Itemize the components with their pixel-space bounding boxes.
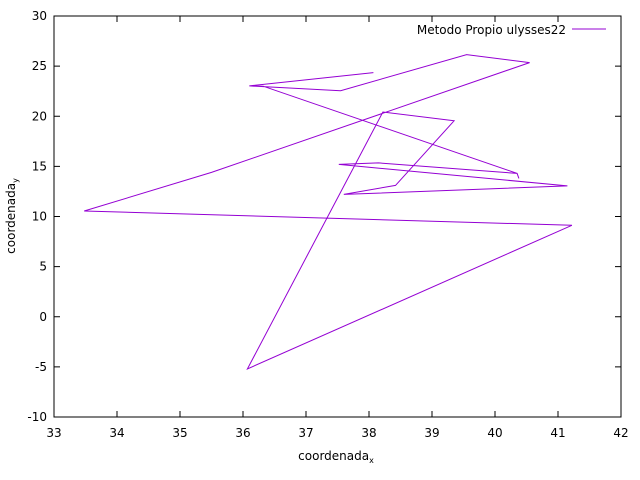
series-layer xyxy=(84,54,573,370)
legend-entry-label: Metodo Propio ulysses22 xyxy=(417,23,566,37)
x-tick-labels: 33 34 35 36 37 38 39 40 41 42 xyxy=(46,426,628,440)
x-tick-label: 40 xyxy=(487,426,502,440)
y-tick-label: 0 xyxy=(39,310,47,324)
y-tick-label: 20 xyxy=(32,109,47,123)
tick-marks xyxy=(53,15,622,418)
x-tick-label: 42 xyxy=(613,426,628,440)
x-tick-label: 38 xyxy=(361,426,376,440)
legend: Metodo Propio ulysses22 xyxy=(417,23,606,37)
series-line xyxy=(84,54,573,370)
x-tick-label: 39 xyxy=(424,426,439,440)
y-axis-label: coordenaday xyxy=(4,178,20,254)
x-tick-label: 36 xyxy=(235,426,250,440)
x-tick-label: 37 xyxy=(298,426,313,440)
y-tick-label: -10 xyxy=(27,410,47,424)
y-tick-label: 10 xyxy=(32,210,47,224)
y-tick-label: 15 xyxy=(32,159,47,173)
y-axis-label-main: coordenada xyxy=(4,183,18,254)
y-tick-label: 5 xyxy=(39,260,47,274)
x-tick-label: 41 xyxy=(550,426,565,440)
x-tick-label: 33 xyxy=(46,426,61,440)
y-tick-label: 25 xyxy=(32,59,47,73)
x-axis-label: coordenadax xyxy=(298,449,374,465)
x-tick-label: 35 xyxy=(172,426,187,440)
x-axis-label-main: coordenada xyxy=(298,449,369,463)
y-tick-label: -5 xyxy=(35,360,47,374)
x-tick-label: 34 xyxy=(109,426,124,440)
x-axis-label-subscript: x xyxy=(369,456,374,465)
y-axis-label-subscript: y xyxy=(11,178,20,183)
y-tick-labels: -10 -5 0 5 10 15 20 25 30 xyxy=(27,9,47,424)
y-tick-label: 30 xyxy=(32,9,47,23)
